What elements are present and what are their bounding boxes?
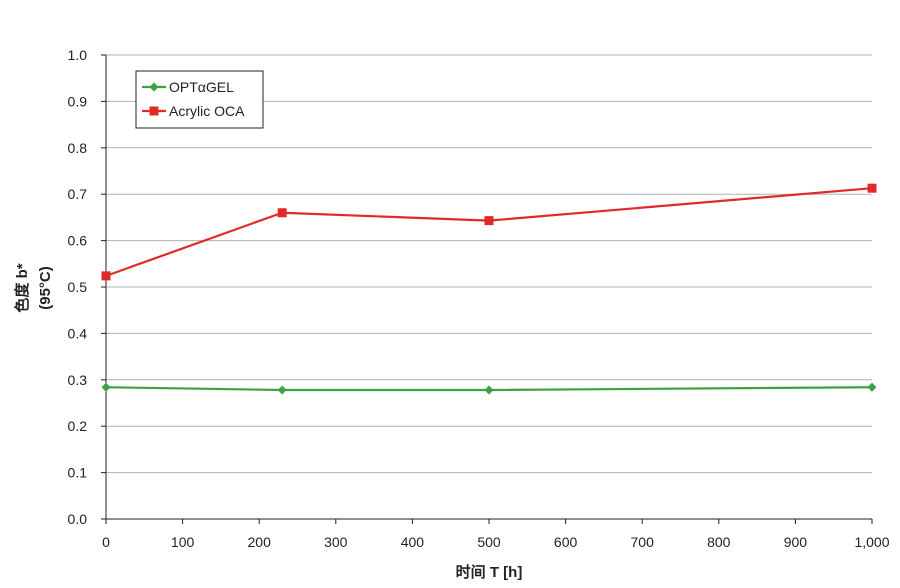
data-point (101, 382, 111, 392)
y-tick-label: 0.3 (68, 372, 88, 388)
data-point (867, 382, 877, 392)
legend-box (135, 70, 264, 129)
y-tick-label: 0.8 (68, 140, 88, 156)
y-tick-label: 0.2 (68, 418, 88, 434)
y-tick-label: 0.0 (68, 511, 88, 527)
y-tick-label: 0.4 (68, 325, 88, 341)
legend: OPTαGEL Acrylic OCA (135, 70, 264, 129)
data-point (867, 183, 877, 193)
x-tick-label: 100 (171, 534, 195, 550)
data-point (277, 208, 287, 218)
x-tick-label: 500 (477, 534, 501, 550)
x-tick-label: 900 (784, 534, 808, 550)
x-tick-label: 0 (102, 534, 110, 550)
x-tick-label: 200 (248, 534, 272, 550)
y-tick-label: 0.9 (68, 93, 88, 109)
x-tick-label: 400 (401, 534, 425, 550)
y-tick-label: 0.1 (68, 465, 88, 481)
y-axis-subtitle: (95°C) (37, 266, 54, 310)
x-tick-labels: 0 100 200 300 400 500 600 700 800 900 1,000 (102, 534, 890, 550)
series-line (105, 386, 873, 392)
legend-label: Acrylic OCA (169, 103, 245, 119)
y-tick-label: 1.0 (68, 47, 88, 63)
legend-marker (149, 82, 159, 92)
axes (101, 54, 873, 524)
series (101, 183, 877, 395)
y-tick-label: 0.6 (68, 233, 88, 249)
legend-label: OPTαGEL (169, 79, 234, 95)
y-tick-label: 0.7 (68, 186, 88, 202)
series-line (105, 187, 873, 277)
data-point (484, 216, 494, 226)
legend-marker (149, 106, 159, 116)
x-axis-title: 时间 T [h] (456, 563, 523, 581)
x-tick-label: 700 (631, 534, 655, 550)
data-point (484, 385, 494, 395)
y-axis-title: 色度 b* (13, 263, 31, 312)
gridlines (106, 54, 872, 474)
x-tick-label: 1,000 (854, 534, 889, 550)
y-tick-label: 0.5 (68, 279, 88, 295)
y-tick-labels: 0.0 0.1 0.2 0.3 0.4 0.5 0.6 0.7 0.8 0.9 1.0 (68, 47, 88, 527)
x-tick-label: 600 (554, 534, 578, 550)
data-point (277, 385, 287, 395)
data-point (101, 271, 111, 281)
x-tick-label: 800 (707, 534, 731, 550)
x-tick-label: 300 (324, 534, 348, 550)
